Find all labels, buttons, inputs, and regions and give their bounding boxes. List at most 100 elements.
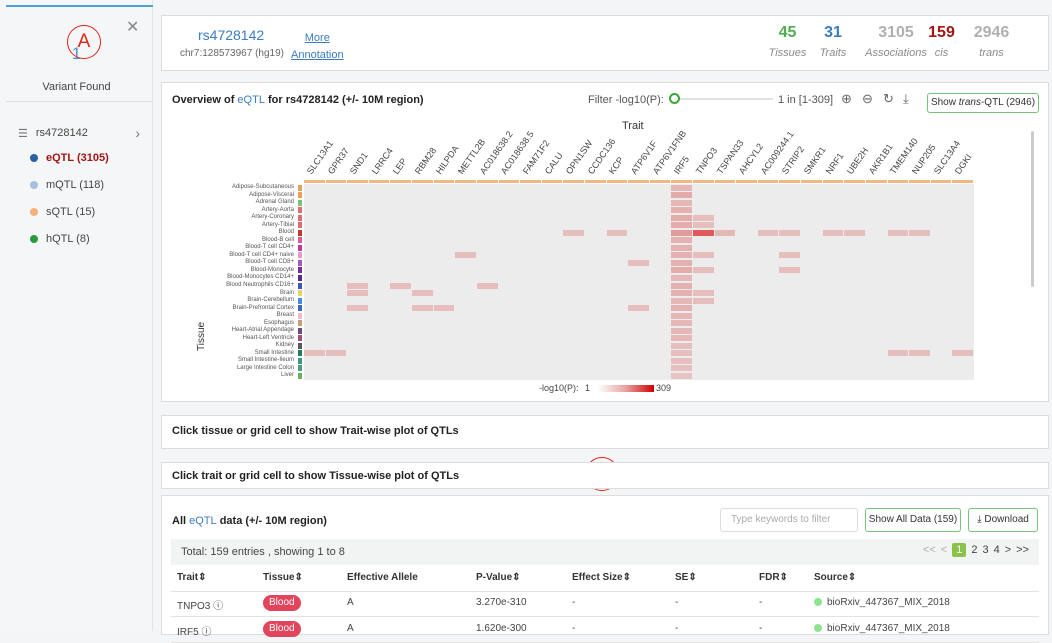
heatmap-tissue-label[interactable]: Heart-Left Ventricle <box>242 334 294 341</box>
heatmap-cell[interactable] <box>476 282 498 289</box>
heatmap-tissue-label[interactable]: Artery-Aorta <box>261 206 294 213</box>
heatmap-cell[interactable] <box>671 320 693 327</box>
heatmap-tissue-label[interactable]: Brain-Prefrontal Cortex <box>232 304 294 311</box>
cell-trait[interactable]: TNPO3 ⓘ <box>177 601 224 612</box>
heatmap-tissue-label[interactable]: Blood-Monocyte <box>250 266 294 273</box>
heatmap-cell[interactable] <box>433 305 455 312</box>
pager-last[interactable]: >> <box>1016 544 1029 556</box>
heatmap-cell[interactable] <box>887 229 909 236</box>
column-header[interactable]: Source⇕ <box>814 572 857 583</box>
heatmap-trait-label[interactable]: SND1 <box>347 150 370 176</box>
heatmap-cell[interactable] <box>693 252 714 259</box>
overview-eqtl-link[interactable]: eQTL <box>237 94 265 106</box>
heatmap-cell[interactable] <box>693 297 714 304</box>
heatmap-scrollbar[interactable] <box>1031 131 1034 287</box>
heatmap-tissue-label[interactable]: Breast <box>276 312 294 319</box>
heatmap-cell[interactable] <box>671 207 693 214</box>
more-annotation-link[interactable]: More Annotation <box>291 30 344 64</box>
heatmap-cell[interactable] <box>671 297 693 304</box>
heatmap-cell[interactable] <box>671 184 693 191</box>
heatmap-trait-label[interactable]: NRF1 <box>823 151 846 176</box>
heatmap-tissue-label[interactable]: Artery-Coronary <box>251 214 294 221</box>
heatmap-grid[interactable] <box>304 184 974 380</box>
sidebar-variant-header[interactable]: ☰ rs4728142 › <box>18 125 140 141</box>
filter-slider-handle[interactable] <box>669 93 680 104</box>
sidebar-item-hqtl[interactable]: hQTL (8) <box>30 233 90 245</box>
table-filter-input[interactable]: Type keywords to filter <box>720 508 858 532</box>
heatmap-cell[interactable] <box>671 342 693 349</box>
heatmap-tissue-label[interactable]: Heart-Atrial Appendage <box>231 327 294 334</box>
heatmap-cell[interactable] <box>671 199 693 206</box>
trait-wise-plot-card[interactable]: Click tissue or grid cell to show Trait-… <box>161 415 1049 449</box>
heatmap-cell[interactable] <box>563 229 584 236</box>
heatmap-cell[interactable] <box>671 274 693 281</box>
heatmap-cell[interactable] <box>693 222 714 229</box>
show-all-data-button[interactable]: Show All Data (159) <box>865 508 961 532</box>
heatmap-cell[interactable] <box>347 305 368 312</box>
heatmap-cell[interactable] <box>714 229 736 236</box>
heatmap-cell[interactable] <box>822 229 844 236</box>
column-header[interactable]: P-Value⇕ <box>476 572 521 583</box>
heatmap-trait-label[interactable]: IRF5 <box>672 154 692 176</box>
heatmap-trait-label[interactable]: TNPO3 <box>693 145 720 176</box>
tissue-wise-plot-card[interactable]: Click trait or grid cell to show Tissue-… <box>161 462 1049 489</box>
pager-page-1[interactable]: 1 <box>952 543 967 557</box>
heatmap-cell[interactable] <box>671 312 693 319</box>
heatmap-cell[interactable] <box>779 252 801 259</box>
heatmap-tissue-label[interactable]: Brain <box>279 289 294 296</box>
zoom-in-icon[interactable]: ⊕ <box>841 91 852 106</box>
heatmap-tissue-label[interactable]: Liver <box>280 372 294 379</box>
heatmap-tissue-label[interactable]: Blood-T cell CD4+ naive <box>229 251 294 258</box>
heatmap-tissue-label[interactable]: Blood-T cell CD4+ <box>245 244 294 251</box>
heatmap-cell[interactable] <box>606 229 628 236</box>
heatmap-tissue-label[interactable]: Artery-Tibial <box>261 221 294 228</box>
heatmap-cell[interactable] <box>693 267 714 274</box>
heatmap-tissue-label[interactable]: Adrenal Gland <box>255 199 294 206</box>
heatmap-cell[interactable] <box>952 350 973 357</box>
heatmap-cell[interactable] <box>412 290 433 297</box>
heatmap-cell[interactable] <box>779 229 801 236</box>
cell-source[interactable]: bioRxiv_447367_MIX_2018 <box>814 623 950 634</box>
column-header[interactable]: Tissue⇕ <box>263 572 303 583</box>
column-header[interactable]: Effective Allele <box>347 572 418 583</box>
cell-tissue-badge[interactable]: Blood <box>263 621 301 637</box>
column-header[interactable]: SE⇕ <box>675 572 697 583</box>
heatmap-cell[interactable] <box>671 252 693 259</box>
heatmap-cell[interactable] <box>671 222 693 229</box>
heatmap-cell[interactable] <box>693 214 714 221</box>
heatmap-trait-label[interactable]: UBE2H <box>844 145 871 176</box>
heatmap-trait-label[interactable]: LRRC4 <box>369 146 395 176</box>
heatmap-tissue-label[interactable]: Large Intestine Colon <box>236 364 294 371</box>
heatmap-tissue-label[interactable]: Small Intestine-Ileum <box>237 357 294 364</box>
heatmap-cell[interactable] <box>671 259 693 266</box>
heatmap-trait-label[interactable]: LEP <box>391 156 410 176</box>
heatmap-cell[interactable] <box>671 192 693 199</box>
table-download-button[interactable]: ⤓ Download <box>968 508 1038 532</box>
heatmap-cell[interactable] <box>779 267 801 274</box>
heatmap-tissue-label[interactable]: Esophagus <box>263 319 294 326</box>
heatmap-tissue-label[interactable]: Blood <box>278 229 294 236</box>
show-trans-qtl-button[interactable]: Show trans-QTL (2946) <box>927 93 1039 113</box>
heatmap-cell[interactable] <box>671 357 693 364</box>
heatmap-tissue-label[interactable]: Brain-Cerebellum <box>247 297 294 304</box>
pager-page-4[interactable]: 4 <box>993 544 1000 556</box>
heatmap-trait-label[interactable]: CALU <box>542 150 565 176</box>
heatmap-cell[interactable] <box>347 290 368 297</box>
heatmap-trait-label[interactable]: RBM28 <box>412 145 439 176</box>
heatmap-cell[interactable] <box>671 305 693 312</box>
heatmap-cell[interactable] <box>909 350 930 357</box>
reset-icon[interactable]: ↻ <box>883 91 894 106</box>
heatmap-tissue-label[interactable]: Blood-B cell <box>261 236 294 243</box>
heatmap-cell[interactable] <box>325 350 347 357</box>
heatmap-cell[interactable] <box>347 282 368 289</box>
heatmap-cell[interactable] <box>671 335 693 342</box>
heatmap-cell[interactable] <box>757 229 779 236</box>
heatmap-tissue-label[interactable]: Small Intestine <box>254 349 294 356</box>
heatmap-tissue-label[interactable]: Blood Neutrophils CD16+ <box>226 282 294 288</box>
zoom-out-icon[interactable]: ⊖ <box>862 91 873 106</box>
cell-source[interactable]: bioRxiv_447367_MIX_2018 <box>814 597 950 608</box>
cell-tissue-badge[interactable]: Blood <box>263 595 301 611</box>
heatmap-cell[interactable] <box>455 252 476 259</box>
column-header[interactable]: FDR⇕ <box>759 572 788 583</box>
sidebar-item-mqtl[interactable]: mQTL (118) <box>30 179 104 191</box>
